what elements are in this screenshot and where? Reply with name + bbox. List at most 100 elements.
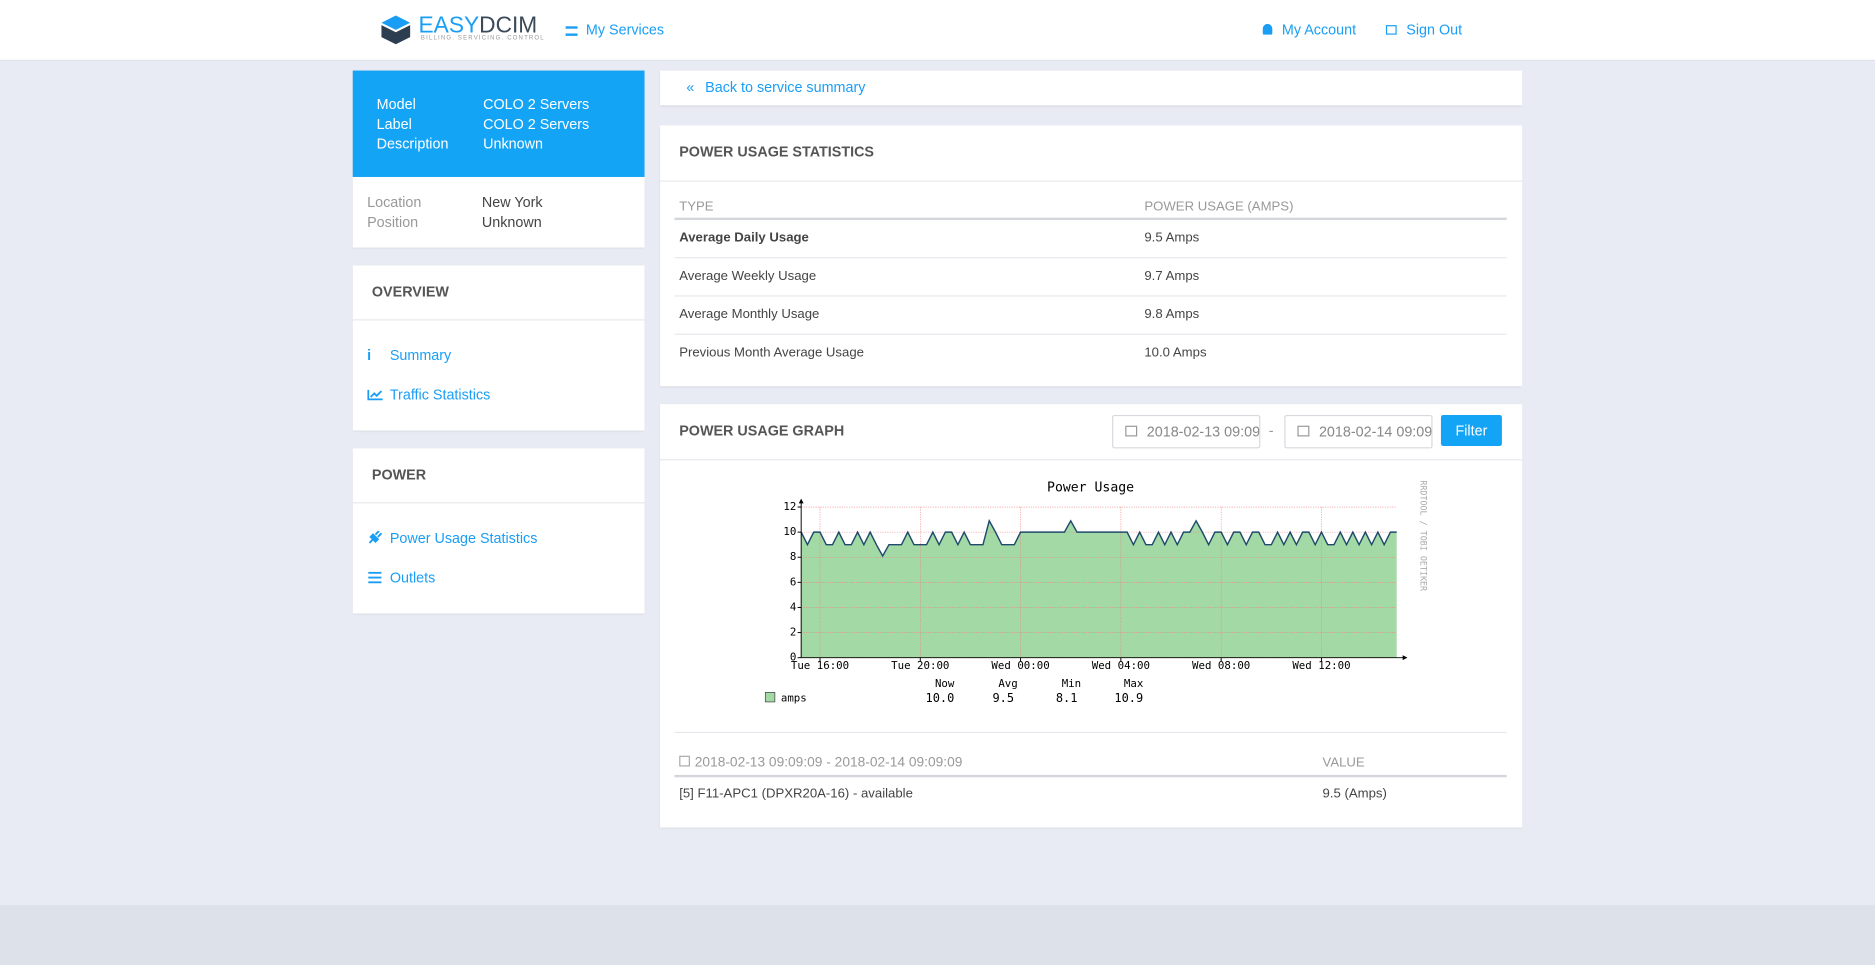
logo-icon	[381, 15, 411, 45]
legend-stat: 8.1	[1056, 691, 1078, 705]
divider	[352, 502, 645, 504]
link-label[interactable]: Outlets	[389, 569, 436, 586]
navbar: EASYDCIM BILLING. SERVICING. CONTROL My …	[0, 0, 1875, 61]
y-tick-label: 10	[783, 525, 796, 538]
label: Position	[367, 213, 419, 231]
value: COLO 2 Servers	[483, 95, 590, 113]
stats-cell: 9.7 Amps	[1144, 269, 1200, 284]
row-divider	[674, 257, 1507, 259]
x-tick-label: Wed 08:00	[1192, 659, 1250, 672]
stats-cell: 10.0 Amps	[1144, 345, 1207, 360]
summary-cell: [5] F11-APC1 (DPXR20A-16) - available	[679, 786, 913, 802]
brand-a: EASY	[418, 13, 480, 39]
date-value[interactable]: 2018-02-13 09:09:09	[1146, 423, 1261, 441]
power-panel: POWER Power Usage Statistics Outlets	[352, 448, 645, 614]
area	[801, 520, 1397, 658]
label: Description	[376, 135, 449, 152]
value: Unknown	[483, 135, 543, 152]
stats-cell: 9.5 Amps	[1144, 230, 1200, 246]
stats-cell: Previous Month Average Usage	[679, 345, 864, 360]
service-values: COLO 2 Servers COLO 2 Servers Unknown	[483, 94, 589, 153]
header-rule	[674, 774, 1507, 778]
nav-label[interactable]: Sign Out	[1406, 21, 1463, 39]
divider	[352, 319, 645, 321]
link-label[interactable]: Back to service summary	[705, 78, 866, 96]
y-tick-label: 0	[790, 651, 796, 664]
column-header: VALUE	[1322, 755, 1365, 771]
x-tick-label: Tue 16:00	[791, 659, 849, 672]
summary-cell: 9.5 (Amps)	[1322, 786, 1387, 802]
stats-panel: POWER USAGE STATISTICS TYPE POWER USAGE …	[660, 125, 1523, 387]
graph-title: Power Usage	[1047, 480, 1134, 495]
watermark: RRDTOOL / TOBI OETIKER	[1418, 480, 1428, 592]
value: New York	[481, 193, 543, 211]
nav-label[interactable]: My Account	[1281, 21, 1357, 39]
separator: -	[1268, 422, 1274, 439]
link-summary[interactable]: i Summary	[367, 346, 452, 364]
link-power[interactable]: Power Usage Statistics	[367, 529, 537, 548]
x-tick-label: Wed 12:00	[1292, 659, 1350, 672]
panel-title: POWER USAGE GRAPH	[679, 422, 845, 439]
stats-cell: Average Daily Usage	[679, 230, 809, 246]
date-from[interactable]: 2018-02-13 09:09:09	[1112, 414, 1261, 449]
y-tick-label: 6	[790, 575, 796, 588]
brand-b: DCIM	[479, 13, 538, 39]
label: Model	[376, 95, 416, 113]
legend-header: Min	[1062, 677, 1081, 690]
link-label[interactable]: Summary	[389, 346, 452, 364]
date-value[interactable]: 2018-02-14 09:09:09	[1318, 423, 1433, 441]
link-traffic[interactable]: Traffic Statistics	[367, 385, 490, 404]
detail-labels: Location Position	[367, 193, 421, 232]
link-label[interactable]: Traffic Statistics	[389, 386, 491, 403]
back-link[interactable]: «Back to service summary	[686, 78, 866, 96]
label: Location	[367, 193, 422, 211]
value: Unknown	[481, 213, 542, 231]
legend-swatch	[764, 692, 776, 703]
legend-header: Max	[1124, 677, 1144, 690]
y-tick-label: 4	[790, 600, 796, 613]
panel-title: POWER USAGE STATISTICS	[679, 143, 875, 161]
value: COLO 2 Servers	[483, 115, 590, 133]
stats-cell: Average Weekly Usage	[679, 269, 817, 284]
link-label[interactable]: Power Usage Statistics	[389, 529, 538, 547]
legend-header: Now	[935, 677, 955, 690]
tagline: BILLING. SERVICING. CONTROL	[420, 34, 545, 42]
legend-stat: 10.0	[926, 691, 955, 705]
y-tick-label: 2	[790, 626, 796, 639]
nav-sign-out[interactable]: Sign Out	[1385, 20, 1463, 39]
overview-panel: OVERVIEW i Summary Traffic Statistics	[352, 265, 645, 431]
y-tick-label: 8	[790, 550, 796, 563]
back-bar: «Back to service summary	[660, 70, 1523, 106]
service-box: Model Label Description COLO 2 Servers COLO…	[352, 70, 645, 177]
detail-values: New York Unknown	[482, 193, 543, 232]
divider	[660, 459, 1523, 461]
date-text[interactable]: 2018-02-14 09:09:09	[1297, 422, 1433, 441]
panel-title: OVERVIEW	[371, 283, 449, 301]
divider	[674, 731, 1507, 734]
nav-account[interactable]: My Account	[1262, 20, 1357, 39]
legend-stat: 9.5	[992, 691, 1014, 705]
date-to[interactable]: 2018-02-14 09:09:09	[1284, 414, 1433, 449]
x-tick-label: Wed 00:00	[991, 659, 1049, 672]
label: Label	[376, 115, 412, 133]
row-divider	[674, 333, 1507, 335]
divider	[660, 180, 1523, 182]
nav-label[interactable]: My Services	[585, 21, 665, 39]
footer	[0, 905, 1875, 965]
x-tick-label: Tue 20:00	[891, 659, 949, 672]
column-header: POWER USAGE (AMPS)	[1144, 199, 1294, 215]
filter-button[interactable]: Filter	[1440, 414, 1502, 447]
row-divider	[674, 295, 1507, 297]
y-tick-label: 12	[783, 500, 796, 513]
legend-header: Avg	[998, 677, 1017, 690]
link-outlets[interactable]: Outlets	[367, 568, 435, 587]
nav-my-services[interactable]: My Services	[565, 20, 665, 39]
column-header: TYPE	[679, 199, 714, 215]
service-details: Location Position New York Unknown	[352, 176, 645, 248]
legend-stat: 10.9	[1114, 691, 1143, 705]
legend-label: amps	[781, 691, 807, 704]
date-text[interactable]: 2018-02-13 09:09:09	[1125, 422, 1261, 441]
panel-title: POWER	[371, 466, 427, 484]
